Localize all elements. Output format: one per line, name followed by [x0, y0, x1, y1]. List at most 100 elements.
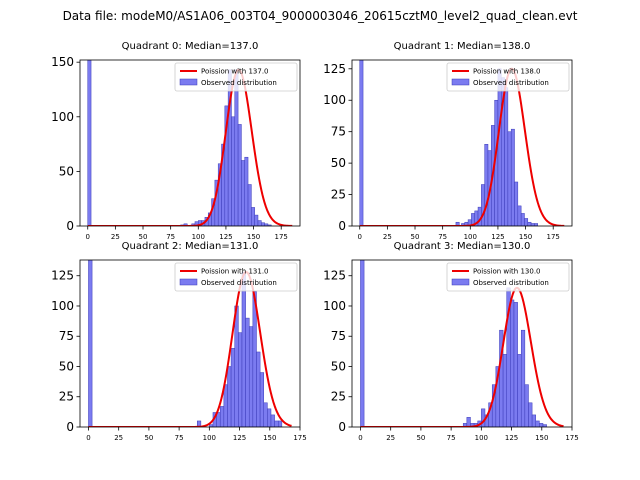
histogram-bar [256, 351, 261, 427]
x-tick-label: 25 [111, 233, 120, 241]
histogram-bar [497, 68, 502, 226]
histogram-bar [237, 124, 242, 226]
legend-fit-label: Poission with 130.0 [473, 268, 541, 276]
legend: Poission with 137.0 Observed distribution [174, 62, 298, 92]
histogram-bar [510, 299, 515, 427]
y-tick-label: 75 [331, 329, 346, 343]
x-tick-label: 150 [263, 434, 276, 442]
x-tick-label: 25 [114, 434, 123, 442]
legend-fit-label: Poission with 137.0 [201, 68, 269, 76]
histogram-bar [257, 220, 262, 226]
y-tick-label: 50 [59, 359, 74, 373]
x-tick-label: 175 [293, 434, 306, 442]
histogram-bar [241, 271, 246, 427]
y-tick-label: 0 [66, 420, 74, 434]
figure-suptitle: Data file: modeM0/AS1A06_003T04_90000030… [63, 9, 578, 23]
y-tick-label: 25 [331, 390, 346, 404]
histogram-bar [484, 144, 489, 226]
x-tick-label: 50 [416, 434, 425, 442]
subplot-title: Quadrant 3: Median=130.0 [394, 241, 531, 252]
x-tick-label: 125 [219, 233, 232, 241]
histogram-bar [267, 408, 272, 427]
subplot-title: Quadrant 2: Median=131.0 [122, 241, 259, 252]
legend-observed-swatch [451, 78, 470, 86]
x-tick-label: 75 [438, 233, 447, 241]
histogram-bar [183, 223, 188, 226]
x-tick-label: 75 [166, 233, 175, 241]
y-tick-label: 25 [331, 188, 346, 202]
histogram-bar [259, 372, 264, 427]
y-tick-label: 150 [51, 55, 74, 69]
legend: Poission with 130.0 Observed distribution [446, 262, 570, 292]
x-tick-label: 175 [547, 233, 560, 241]
x-tick-label: 50 [144, 434, 153, 442]
histogram-bar [261, 222, 265, 226]
histogram-bar [263, 402, 268, 427]
legend-observed-label: Observed distribution [473, 279, 549, 287]
histogram-bar [360, 260, 365, 427]
y-tick-label: 75 [59, 329, 74, 343]
histogram-bar [513, 302, 518, 427]
x-tick-label: 75 [447, 434, 456, 442]
x-tick-label: 150 [519, 233, 532, 241]
histogram-bar [87, 60, 92, 226]
subplot-quadrant-2: Quadrant 2: Median=131.0 0 25 50 75 100 125 150… [51, 241, 307, 442]
y-tick-label: 50 [331, 359, 346, 373]
x-tick-label: 100 [203, 434, 216, 442]
histogram-bar [504, 87, 509, 226]
x-tick-label: 0 [358, 233, 362, 241]
x-tick-label: 125 [505, 434, 518, 442]
subplot-title: Quadrant 0: Median=137.0 [122, 41, 259, 52]
y-tick-label: 125 [323, 269, 346, 283]
x-tick-label: 100 [464, 233, 477, 241]
histogram-bar [197, 420, 202, 427]
histogram-bar [227, 366, 232, 427]
y-tick-label: 100 [51, 110, 74, 124]
histogram-bar [277, 420, 283, 427]
histogram-bar [517, 205, 522, 226]
y-tick-label: 100 [323, 93, 346, 107]
x-tick-label: 175 [275, 233, 288, 241]
x-tick-label: 100 [475, 434, 488, 442]
y-tick-label: 0 [338, 219, 346, 233]
histogram-bar [359, 60, 364, 226]
plot-area [359, 60, 565, 226]
legend: Poission with 131.0 Observed distribution [174, 262, 298, 292]
y-tick-label: 100 [51, 299, 74, 313]
y-tick-label: 125 [323, 62, 346, 76]
legend-frame [446, 262, 570, 292]
histogram-bar [520, 329, 526, 427]
histogram-bar [502, 354, 507, 427]
histogram-bar [247, 184, 252, 226]
y-tick-label: 0 [338, 420, 346, 434]
histogram-bar [238, 332, 243, 427]
legend-observed-swatch [179, 78, 198, 86]
histogram-bar [230, 348, 235, 427]
histogram-bar [244, 156, 249, 226]
histogram-bar [524, 384, 529, 427]
legend: Poission with 138.0 Observed distribution [446, 62, 570, 92]
x-tick-label: 150 [535, 434, 548, 442]
y-tick-label: 125 [51, 269, 74, 283]
histogram-bar [520, 213, 525, 226]
x-tick-label: 0 [86, 434, 90, 442]
legend-fit-label: Poission with 131.0 [201, 268, 269, 276]
axes-frame [79, 259, 301, 428]
histogram-bar [234, 69, 239, 226]
histogram-bar [535, 420, 540, 427]
histogram-bar [524, 218, 529, 226]
legend-frame [174, 62, 298, 92]
histogram-bar [251, 207, 255, 226]
x-tick-label: 0 [358, 434, 362, 442]
legend-observed-label: Observed distribution [201, 279, 277, 287]
axes-frame [351, 59, 573, 227]
histogram-bar [245, 317, 250, 427]
histogram-bar [254, 214, 259, 226]
legend-observed-label: Observed distribution [473, 79, 549, 87]
x-tick-label: 50 [411, 233, 420, 241]
legend-observed-label: Observed distribution [201, 79, 277, 87]
legend-frame [446, 62, 570, 92]
legend-frame [174, 262, 298, 292]
legend-observed-swatch [451, 278, 470, 286]
histogram-bar [507, 131, 512, 226]
